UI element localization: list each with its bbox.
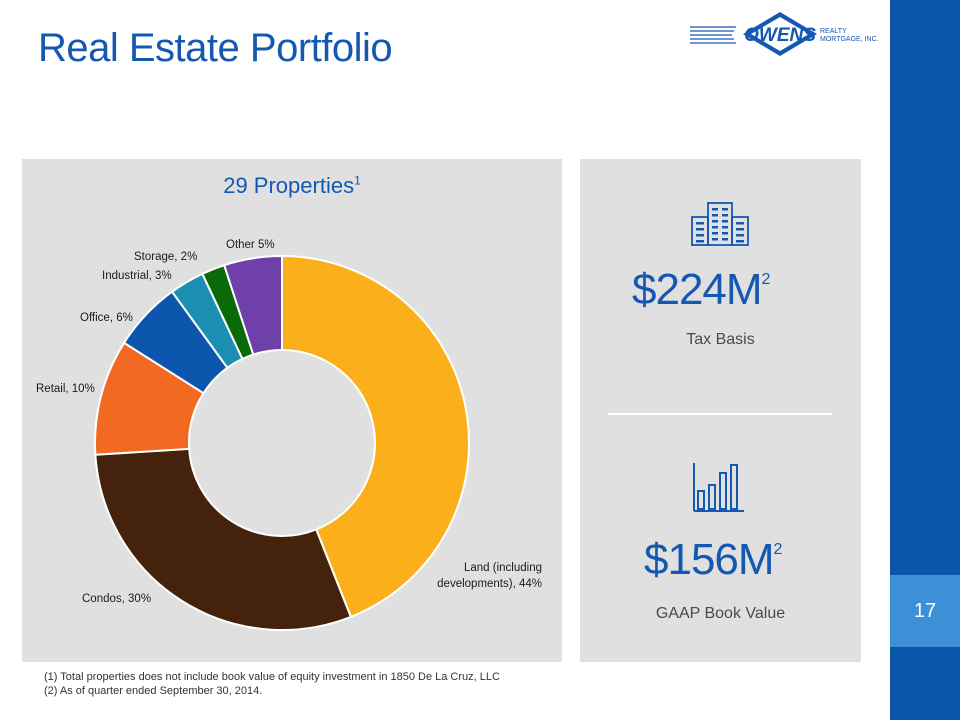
donut-chart-panel: 29 Properties1 Land (including developmen… (22, 159, 562, 662)
slice-label-office: Office, 6% (80, 312, 133, 324)
donut-slice-other (222, 254, 283, 356)
bar-chart-icon (693, 463, 744, 512)
page-title: Real Estate Portfolio (38, 26, 393, 70)
slice-label-other: Other 5% (226, 239, 275, 251)
stats-panel: $224M2 Tax Basis $156M2 GAAP Book Value (580, 159, 861, 662)
page-number: 17 (890, 575, 960, 647)
donut-slice-land (281, 254, 470, 619)
donut-chart: Land (including developments), 44% Condos,… (36, 239, 542, 631)
footnote-2: (2) As of quarter ended September 30, 20… (44, 685, 263, 697)
gaap-book-value: $156M2 (644, 535, 783, 584)
slice-label-retail: Retail, 10% (36, 383, 95, 395)
gaap-book-value-label: GAAP Book Value (655, 605, 786, 622)
stats-divider (608, 413, 832, 415)
logo-suffix-2: MORTGAGE, INC. (820, 36, 879, 43)
tax-basis-value: $224M2 (632, 265, 771, 314)
building-icon (691, 202, 749, 246)
logo-lines-icon (690, 26, 736, 44)
chart-title: 29 Properties1 (223, 173, 361, 198)
tax-basis-label: Tax Basis (686, 331, 755, 348)
slice-label-condos: Condos, 30% (82, 593, 151, 605)
slice-label-land: Land (including developments), 44% (437, 562, 542, 590)
slice-label-storage: Storage, 2% (134, 251, 197, 263)
slice-label-industrial: Industrial, 3% (102, 270, 172, 282)
logo-diamond-inner-icon (751, 17, 809, 51)
donut-slice-condos (94, 447, 353, 631)
company-logo: OWENS REALTY MORTGAGE, INC. (690, 12, 879, 56)
footnotes: (1) Total properties does not include bo… (44, 670, 500, 698)
logo-suffix-1: REALTY (820, 28, 847, 35)
logo-name: OWENS (744, 25, 816, 46)
footnote-1: (1) Total properties does not include bo… (44, 671, 500, 683)
